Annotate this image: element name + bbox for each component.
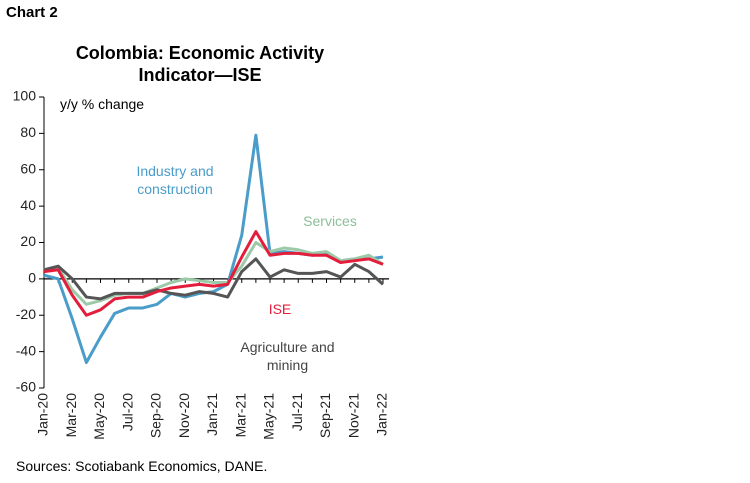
y-tick-label: -40 [16, 342, 36, 358]
x-tick-label: Sep-20 [148, 393, 164, 438]
x-tick-label: Jan-22 [374, 393, 390, 436]
y-tick-label: 60 [20, 160, 36, 176]
y-tick-label: 40 [20, 197, 36, 213]
x-tick-label: Nov-20 [176, 393, 192, 438]
series-line [43, 133, 384, 365]
y-tick-label: 100 [13, 88, 37, 104]
y-tick-label: 20 [20, 233, 36, 249]
x-tick-label: Mar-21 [232, 393, 248, 438]
x-tick-label: Jul-21 [289, 393, 305, 431]
x-tick-label: Mar-20 [63, 393, 79, 438]
chart-title: Colombia: Economic Activity Indicator—IS… [75, 43, 325, 85]
source-note: Sources: Scotiabank Economics, DANE. [16, 458, 268, 474]
y-tick-label: -20 [16, 306, 36, 322]
series-line [43, 241, 384, 306]
series-label: Services [303, 213, 357, 229]
series-label: Agriculture and mining [240, 339, 335, 373]
y-tick-label: -60 [16, 379, 36, 395]
x-tick-label: Jan-20 [35, 393, 51, 436]
y-axis-label: y/y % change [60, 96, 145, 112]
series-label: ISE [268, 301, 292, 317]
x-tick-label: Jul-20 [119, 393, 135, 431]
x-tick-label: May-20 [91, 393, 107, 440]
x-tick-label: Sep-21 [317, 393, 333, 438]
series-line [43, 257, 385, 301]
series-label: Industry and construction [136, 163, 214, 197]
x-tick-label: Nov-21 [345, 393, 361, 438]
x-tick-label: May-21 [261, 393, 277, 440]
y-tick-label: 0 [28, 270, 36, 286]
y-tick-label: 80 [20, 124, 36, 140]
x-tick-label: Jan-21 [204, 393, 220, 436]
chart-label: Chart 2 [6, 4, 58, 21]
series-line [43, 230, 384, 317]
